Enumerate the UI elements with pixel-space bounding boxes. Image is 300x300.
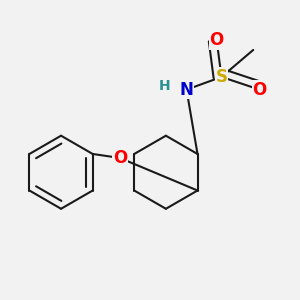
Text: H: H	[158, 80, 170, 94]
Text: O: O	[253, 81, 267, 99]
Text: O: O	[210, 32, 224, 50]
Text: O: O	[113, 149, 127, 167]
Text: N: N	[180, 81, 194, 99]
Text: S: S	[215, 68, 227, 86]
